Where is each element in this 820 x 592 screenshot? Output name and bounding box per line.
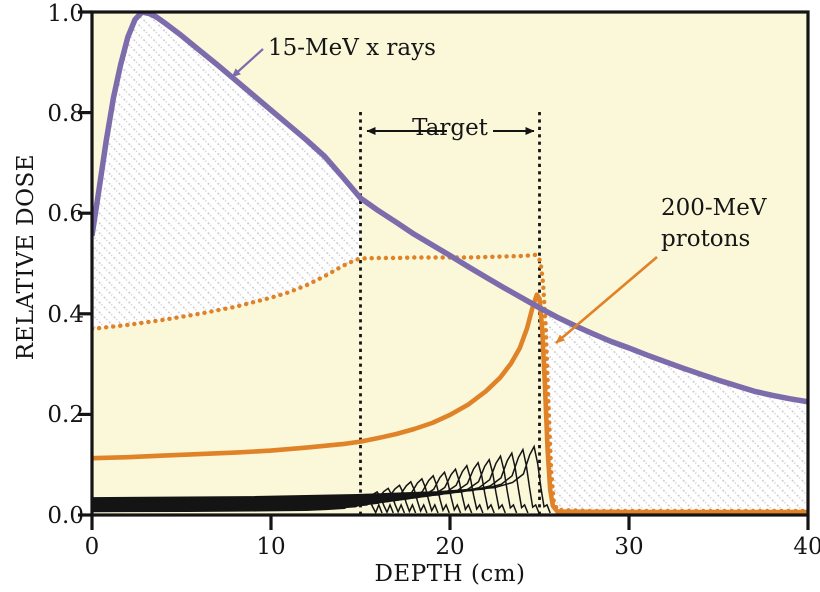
x-tick-label: 40 xyxy=(793,534,820,560)
proton-curve-label: 200-MeV protons xyxy=(661,193,766,255)
xray-curve-label: 15-MeV x rays xyxy=(268,35,436,61)
proton-label-line2: protons xyxy=(661,226,751,253)
x-axis-title: DEPTH (cm) xyxy=(374,561,526,587)
y-tick-label: 0.0 xyxy=(47,503,84,529)
x-tick-label: 0 xyxy=(84,534,100,560)
y-tick-label: 0.6 xyxy=(47,201,84,227)
y-tick-label: 0.4 xyxy=(47,302,84,328)
y-tick-label: 0.2 xyxy=(47,402,84,428)
y-tick-label: 1.0 xyxy=(47,1,84,27)
target-region-label: Target xyxy=(412,115,488,141)
x-tick-label: 20 xyxy=(435,534,465,560)
x-tick-label: 30 xyxy=(614,534,644,560)
x-tick-label: 10 xyxy=(256,534,286,560)
y-axis-title: RELATIVE DOSE xyxy=(12,154,39,361)
y-tick-label: 0.8 xyxy=(47,101,84,127)
proton-label-line1: 200-MeV xyxy=(661,195,767,221)
